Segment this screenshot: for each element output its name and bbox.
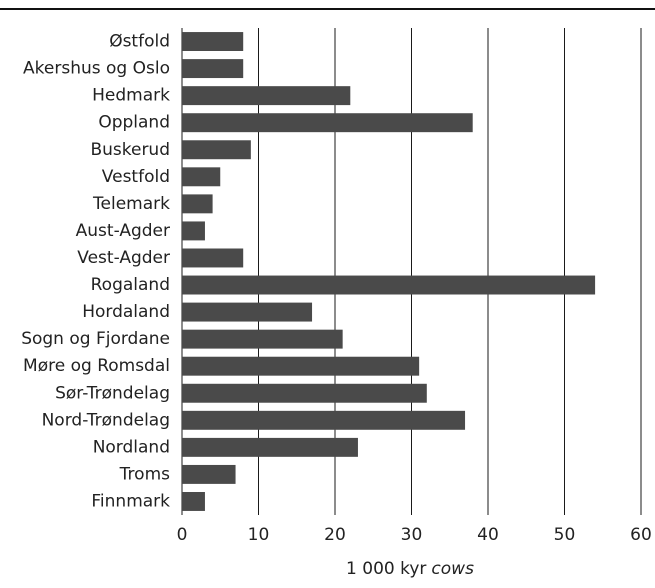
x-axis-title-italic: cows <box>431 559 474 579</box>
x-tick-50: 50 <box>554 525 576 545</box>
x-axis-title: 1 000 kyr cows <box>346 559 474 579</box>
bar-12 <box>182 356 420 376</box>
category-label-1: Akershus og Oslo <box>23 59 170 79</box>
bar-16 <box>182 464 236 484</box>
x-axis-title-main: 1 000 kyr <box>346 559 426 579</box>
category-label-0: Østfold <box>109 32 170 52</box>
bar-13 <box>182 383 427 403</box>
category-label-4: Buskerud <box>90 140 170 160</box>
category-labels: Østfold Akershus og Oslo Hedmark Oppland Bus… <box>21 32 170 512</box>
category-label-9: Rogaland <box>91 275 170 295</box>
bar-14 <box>182 410 466 430</box>
category-label-12: Møre og Romsdal <box>23 356 170 376</box>
x-tick-labels: 0 10 20 30 40 50 60 <box>177 525 652 545</box>
bar-7 <box>182 221 205 241</box>
x-tick-0: 0 <box>177 525 188 545</box>
bar-3 <box>182 113 473 133</box>
category-label-17: Finnmark <box>91 491 170 511</box>
category-label-2: Hedmark <box>92 86 170 106</box>
bar-1 <box>182 59 244 79</box>
category-label-15: Nordland <box>93 437 170 457</box>
x-tick-60: 60 <box>630 525 652 545</box>
bar-2 <box>182 86 351 106</box>
bars <box>182 32 596 511</box>
category-label-11: Sogn og Fjordane <box>21 329 170 349</box>
category-label-16: Troms <box>119 464 170 484</box>
category-label-8: Vest-Agder <box>77 248 170 268</box>
bar-0 <box>182 32 244 51</box>
bar-9 <box>182 275 596 295</box>
bar-15 <box>182 437 358 457</box>
gridlines <box>181 28 642 515</box>
x-tick-20: 20 <box>324 525 346 545</box>
category-label-5: Vestfold <box>102 167 170 187</box>
category-label-6: Telemark <box>92 194 170 214</box>
bar-8 <box>182 248 244 268</box>
category-label-14: Nord-Trøndelag <box>42 410 170 430</box>
category-label-13: Sør-Trøndelag <box>55 383 170 403</box>
x-tick-10: 10 <box>248 525 270 545</box>
bar-6 <box>182 194 213 214</box>
x-tick-30: 30 <box>401 525 423 545</box>
bar-5 <box>182 167 221 187</box>
category-label-3: Oppland <box>98 113 170 133</box>
category-label-7: Aust-Agder <box>76 221 170 241</box>
bar-10 <box>182 302 313 322</box>
bar-4 <box>182 140 251 160</box>
x-tick-40: 40 <box>477 525 499 545</box>
bar-11 <box>182 329 343 349</box>
category-label-10: Hordaland <box>82 302 170 322</box>
bar-17 <box>182 492 205 511</box>
